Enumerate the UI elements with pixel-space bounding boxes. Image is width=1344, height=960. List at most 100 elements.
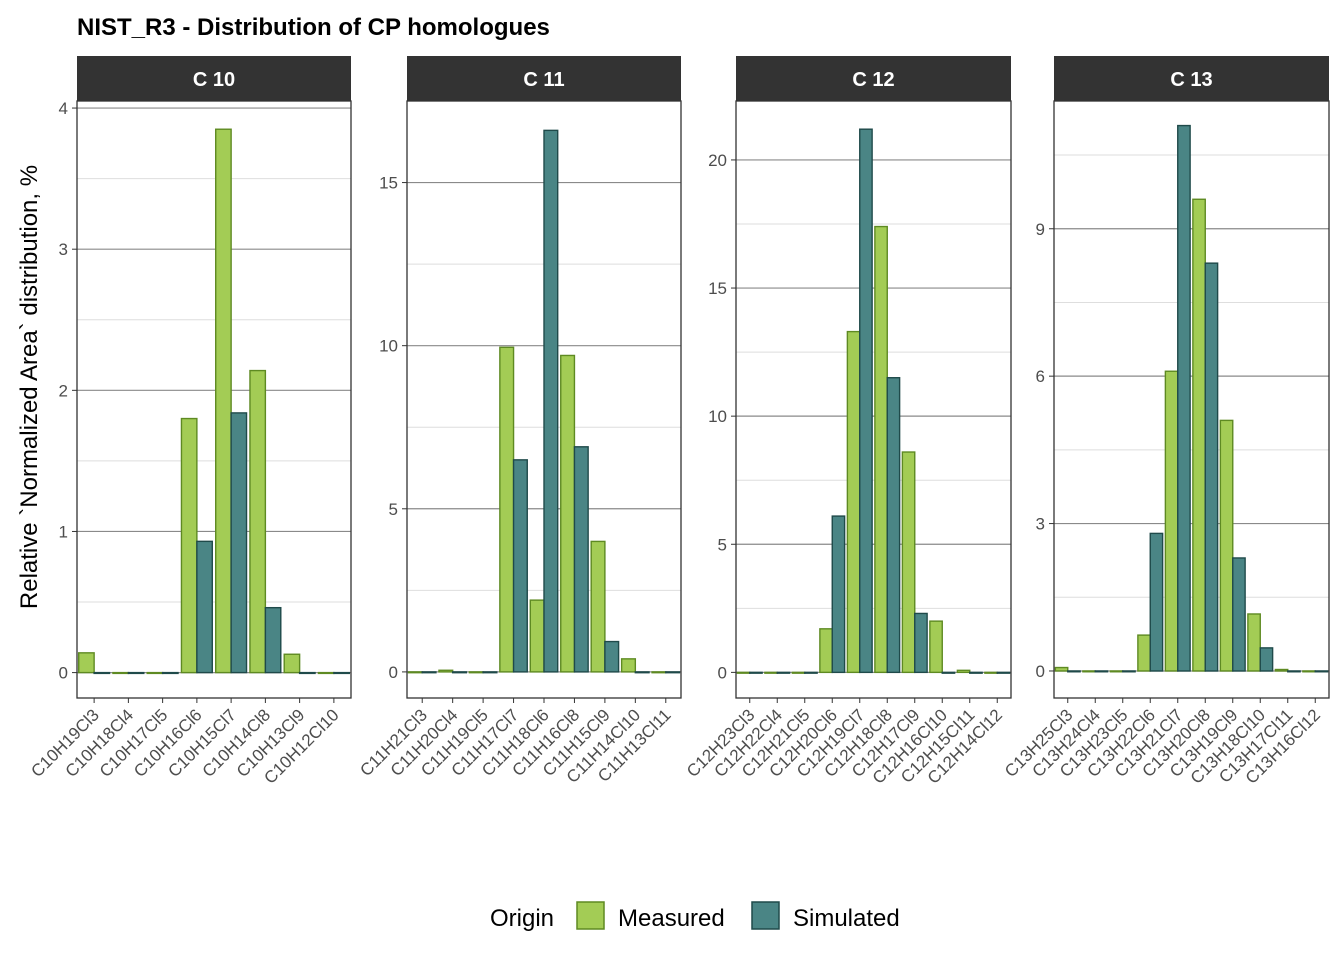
bar-measured <box>620 658 637 673</box>
panel-border <box>406 100 682 699</box>
y-tick-label: 5 <box>718 535 727 554</box>
y-tick-label: 3 <box>1036 515 1045 534</box>
facet-panel: C 1001234C10H19Cl3C10H18Cl4C10H17Cl5C10H… <box>27 56 352 788</box>
bar-measured <box>112 671 130 675</box>
facet-panel: C 130369C13H25Cl3C13H24Cl4C13H23Cl5C13H2… <box>1001 56 1330 788</box>
bar-measured <box>1054 666 1069 672</box>
facet-strip <box>1054 56 1329 101</box>
bar-simulated <box>482 671 498 674</box>
bar-measured <box>180 417 198 674</box>
panel-background <box>736 101 1011 698</box>
bar-simulated <box>264 606 282 674</box>
legend-label-simulated: Simulated <box>793 905 900 932</box>
panel-border <box>76 100 352 699</box>
legend: Origin Measured Simulated <box>490 901 900 932</box>
facet-strip-label: C 13 <box>1170 69 1212 91</box>
y-tick-label: 0 <box>59 664 68 683</box>
bar-measured <box>764 671 778 674</box>
bar-simulated <box>1287 670 1301 673</box>
bar-measured <box>590 540 606 673</box>
bar-simulated <box>665 671 681 674</box>
bar-measured <box>736 671 751 674</box>
bar-measured <box>317 671 335 675</box>
bar-measured <box>468 671 484 674</box>
legend-title: Origin <box>490 905 554 932</box>
facet-strip <box>407 56 681 101</box>
bar-measured <box>560 354 576 673</box>
panel-border <box>735 100 1012 699</box>
bar-simulated <box>996 671 1011 674</box>
legend-label-measured: Measured <box>618 905 725 932</box>
facet-panel: C 11051015C11H21Cl3C11H20Cl4C11H19Cl5C11… <box>356 56 682 787</box>
bar-simulated <box>914 612 928 674</box>
bar-simulated <box>831 515 846 674</box>
y-tick-label: 4 <box>59 99 68 118</box>
bar-measured <box>791 671 806 674</box>
bar-measured <box>499 346 515 673</box>
bar-measured <box>1109 670 1124 673</box>
bar-simulated <box>421 671 437 674</box>
bar-simulated <box>749 671 763 674</box>
bar-measured <box>956 669 971 674</box>
panel-background <box>1054 101 1329 698</box>
bar-simulated <box>1232 557 1246 672</box>
facet-panels: C 1001234C10H19Cl3C10H18Cl4C10H17Cl5C10H… <box>27 56 1330 788</box>
y-tick-label: 0 <box>389 663 398 682</box>
bar-simulated <box>804 671 818 674</box>
bar-measured <box>438 669 454 673</box>
facet-strip-label: C 11 <box>523 69 564 91</box>
bar-measured <box>1164 370 1179 672</box>
bar-simulated <box>1204 262 1219 672</box>
bar-simulated <box>776 671 791 674</box>
bar-measured <box>901 451 916 674</box>
bar-simulated <box>127 671 145 675</box>
bar-measured <box>249 369 267 674</box>
bar-simulated <box>230 412 248 674</box>
bar-simulated <box>1122 670 1136 673</box>
bar-simulated <box>969 671 983 674</box>
bar-simulated <box>1259 647 1274 672</box>
bar-simulated <box>512 459 528 673</box>
bar-simulated <box>298 671 316 675</box>
legend-swatch-simulated <box>751 901 780 930</box>
bar-simulated <box>886 377 901 674</box>
facet-strip <box>77 56 351 101</box>
y-tick-label: 10 <box>379 337 398 356</box>
bar-measured <box>215 128 232 674</box>
bar-measured <box>874 225 888 674</box>
y-tick-label: 6 <box>1036 367 1045 386</box>
bar-measured <box>1247 613 1261 672</box>
facet-strip-label: C 12 <box>852 69 894 91</box>
bar-measured <box>1302 670 1316 673</box>
y-tick-label: 3 <box>59 240 68 259</box>
legend-swatch-measured <box>576 901 605 930</box>
bar-measured <box>1274 668 1289 672</box>
bar-measured <box>78 652 95 674</box>
bar-measured <box>283 653 301 674</box>
y-tick-label: 1 <box>59 522 68 541</box>
bar-simulated <box>941 671 956 674</box>
bar-measured <box>929 620 943 674</box>
bar-simulated <box>543 129 559 673</box>
bar-simulated <box>451 671 468 674</box>
y-tick-label: 20 <box>708 151 727 170</box>
bar-measured <box>1219 419 1234 672</box>
bar-measured <box>1082 670 1096 673</box>
bar-simulated <box>859 128 873 674</box>
facet-strip-label: C 10 <box>193 69 235 91</box>
bar-measured <box>529 599 545 673</box>
bar-simulated <box>161 671 179 675</box>
y-tick-label: 0 <box>718 663 727 682</box>
bar-simulated <box>1067 670 1081 673</box>
bar-simulated <box>1094 670 1109 673</box>
bar-simulated <box>573 446 589 673</box>
bar-simulated <box>196 540 213 674</box>
y-tick-label: 15 <box>708 279 727 298</box>
y-tick-label: 9 <box>1036 220 1045 239</box>
bar-simulated <box>333 671 350 675</box>
bar-measured <box>819 628 833 674</box>
y-tick-label: 2 <box>59 381 68 400</box>
bar-measured <box>984 671 998 674</box>
chart-title: NIST_R3 - Distribution of CP homologues <box>77 14 550 41</box>
bar-measured <box>1137 634 1151 672</box>
